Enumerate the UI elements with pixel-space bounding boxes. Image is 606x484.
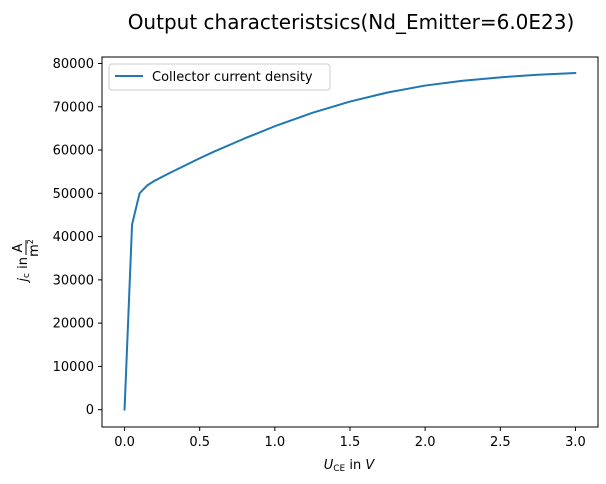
x-tick-label: 1.5 — [340, 435, 361, 450]
legend-box — [108, 63, 331, 91]
y-tick-label: 70000 — [53, 100, 94, 115]
x-tick-label: 0.0 — [114, 435, 135, 450]
y-axis-unit-denominator: m — [27, 244, 42, 257]
y-tick-label: 80000 — [53, 57, 94, 72]
svg-text:m2: m2 — [26, 239, 42, 257]
x-tick-label: 1.0 — [265, 435, 286, 450]
y-tick-label: 0 — [86, 403, 94, 418]
x-tick-label: 3.0 — [565, 435, 586, 450]
series-line-0 — [123, 72, 577, 411]
x-tick-label: 0.5 — [189, 435, 210, 450]
y-tick-label: 50000 — [53, 187, 94, 202]
y-axis-unit-numerator: A — [11, 243, 26, 252]
y-tick-label: 20000 — [53, 317, 94, 332]
y-tick-label: 30000 — [53, 273, 94, 288]
x-tick-label: 2.0 — [415, 435, 436, 450]
svg-text:jc in: jc in — [16, 257, 32, 284]
y-tick-label: 10000 — [53, 360, 94, 375]
y-tick-label: 40000 — [53, 230, 94, 245]
legend: Collector current density — [108, 63, 331, 91]
y-axis: 0 10000 20000 30000 40000 50000 60000 70000 8000… — [53, 57, 102, 418]
x-axis-label: UCE in V — [324, 458, 376, 474]
x-tick-label: 2.5 — [490, 435, 511, 450]
plot-area — [101, 56, 599, 428]
x-axis: 0.0 0.5 1.0 1.5 2.0 2.5 3.0 — [114, 427, 586, 450]
chart-title: Output characteristsics(Nd_Emitter=6.0E2… — [128, 10, 575, 34]
y-tick-label: 60000 — [53, 144, 94, 159]
legend-label: Collector current density — [152, 70, 313, 85]
series-layer — [123, 72, 577, 411]
y-axis-label: jc in A m2 — [11, 239, 42, 283]
y-axis-unit-exponent: 2 — [26, 239, 35, 244]
